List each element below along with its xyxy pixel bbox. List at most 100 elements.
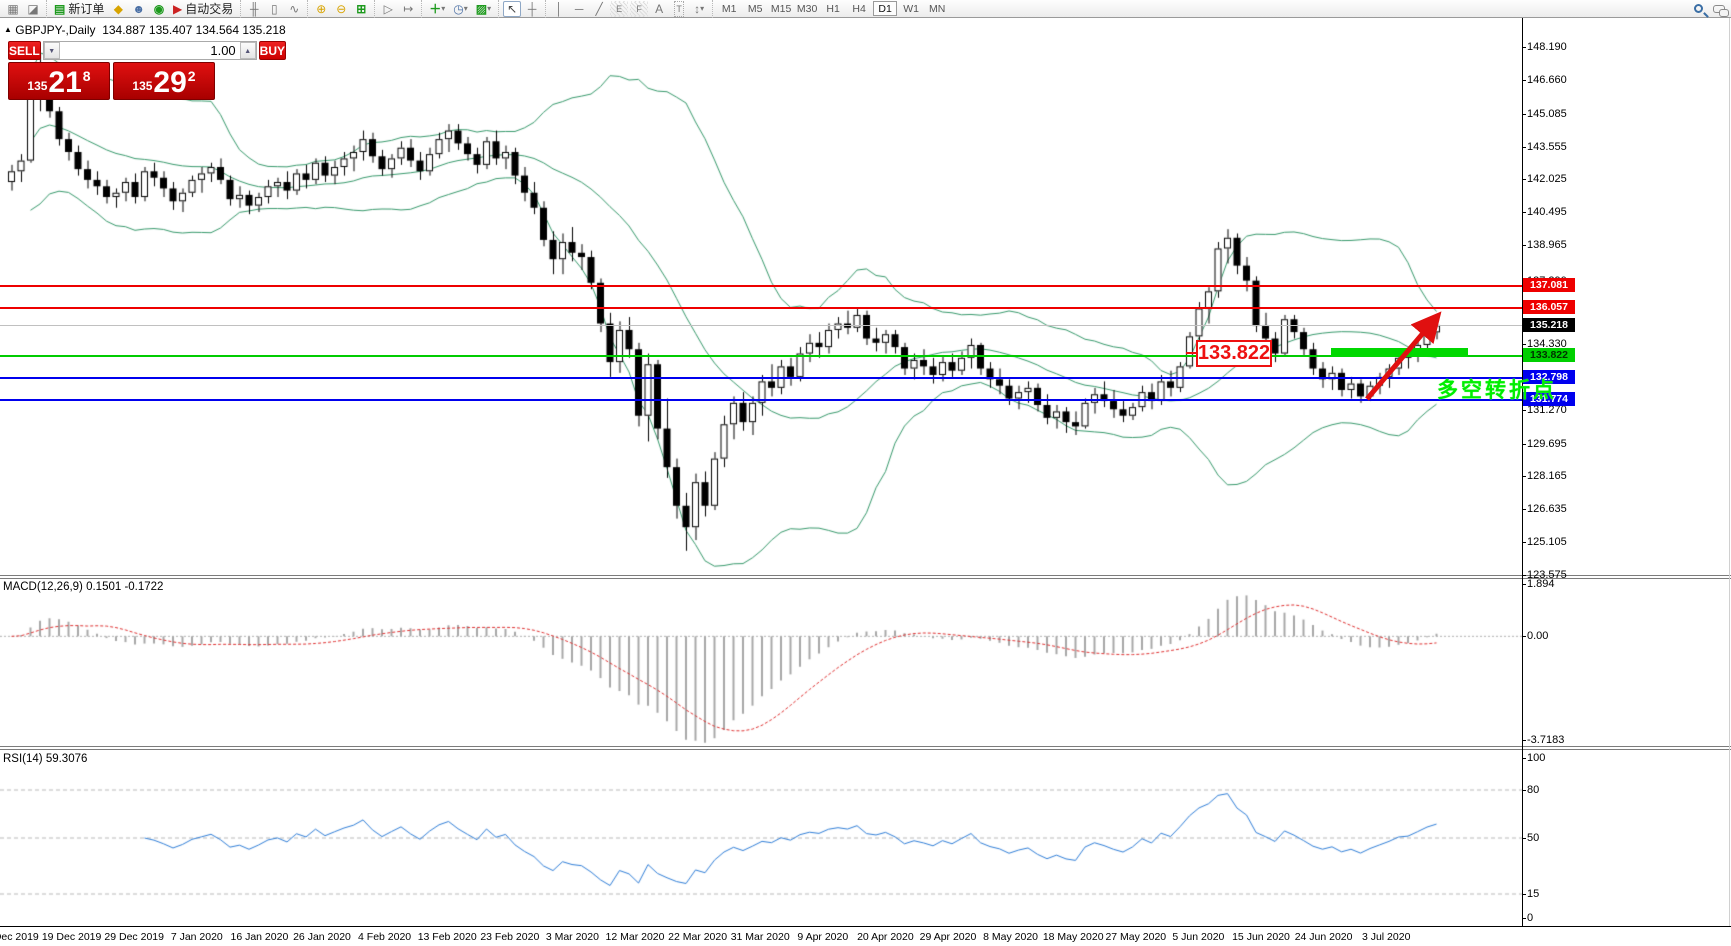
price-annotation-box[interactable]: 133.822: [1196, 340, 1272, 367]
support-zone-rectangle[interactable]: [1331, 348, 1468, 357]
date-label: 10 Dec 2019: [0, 931, 39, 943]
vertical-line-icon[interactable]: │: [555, 1, 563, 16]
equidistant-channel-icon[interactable]: E: [610, 0, 629, 17]
timeframe-d1[interactable]: D1: [873, 1, 898, 16]
tile-windows-icon[interactable]: ⊞: [356, 1, 367, 16]
indicators-icon[interactable]: ＋ ▾: [429, 1, 446, 16]
symbol-header: ▲ GBPJPY-,Daily 134.887 135.407 134.564 …: [4, 23, 286, 37]
date-label: 15 Jun 2020: [1232, 931, 1290, 943]
rsi-axis-label: 0: [1521, 912, 1534, 924]
line-chart-icon[interactable]: ∿: [289, 1, 300, 16]
volume-input[interactable]: [59, 42, 240, 59]
price-marker-label: 137.081: [1523, 278, 1575, 292]
price-tick-label: 142.025: [1522, 173, 1567, 185]
crosshair-tool-icon[interactable]: ┼: [527, 1, 537, 16]
buy-button[interactable]: BUY: [258, 41, 287, 60]
text-label-icon[interactable]: T: [670, 0, 688, 17]
price-tick-label: 128.165: [1522, 470, 1567, 482]
price-marker-label: 136.057: [1523, 300, 1575, 314]
metaeditor-icon[interactable]: ◆: [113, 1, 123, 16]
trendline-icon[interactable]: ╱: [595, 1, 603, 16]
price-tick-label: 125.105: [1522, 536, 1567, 548]
bar-chart-icon[interactable]: ╫: [249, 1, 259, 16]
periods-icon[interactable]: ◷ ▾: [453, 1, 468, 16]
fibonacci-icon[interactable]: F: [630, 0, 649, 17]
volume-up-button[interactable]: ▲: [239, 42, 256, 59]
chart-window: ▲ GBPJPY-,Daily 134.887 135.407 134.564 …: [0, 18, 1731, 946]
timeframe-m5[interactable]: M5: [747, 2, 763, 15]
date-label: 22 Mar 2020: [668, 931, 728, 943]
one-click-trading-panel: SELL ▼ ▲ BUY 135 21 8 135 29 2: [8, 41, 287, 100]
date-label: 9 Apr 2020: [797, 931, 849, 943]
sell-price-panel[interactable]: 135 21 8: [8, 62, 110, 100]
price-tick-label: 140.495: [1522, 206, 1567, 218]
timeframe-h1[interactable]: H1: [826, 2, 840, 15]
rsi-pane-canvas[interactable]: [0, 750, 1522, 926]
chat-icon[interactable]: [1713, 4, 1729, 17]
price-box-connector: [1186, 352, 1196, 354]
templates-icon[interactable]: ▨ ▾: [475, 1, 492, 16]
date-label: 13 Feb 2020: [417, 931, 477, 943]
arrows-tool-icon[interactable]: ↕ ▾: [694, 1, 705, 16]
current-price-line[interactable]: [0, 325, 1522, 326]
price-tick-label: 126.635: [1522, 503, 1567, 515]
cursor-tool-icon[interactable]: ↖: [503, 0, 522, 17]
signals-icon[interactable]: ◉: [153, 1, 165, 16]
cn-annotation-text[interactable]: 多空转折点: [1437, 379, 1557, 402]
horizontal-level-line[interactable]: [0, 399, 1522, 401]
horizontal-level-line[interactable]: [0, 355, 1522, 357]
search-icon[interactable]: [1694, 4, 1703, 13]
date-label: 12 Mar 2020: [605, 931, 665, 943]
timeframe-m30[interactable]: M30: [796, 2, 818, 15]
pane-separator[interactable]: [0, 575, 1731, 579]
candlestick-icon[interactable]: ▯: [270, 1, 278, 16]
horizontal-level-line[interactable]: [0, 377, 1522, 379]
date-label: 27 May 2020: [1105, 931, 1167, 943]
timeframe-w1[interactable]: W1: [903, 2, 920, 15]
sell-button[interactable]: SELL: [8, 41, 41, 60]
horizontal-level-line[interactable]: [0, 307, 1522, 309]
chart-shift-icon[interactable]: ↦: [403, 1, 414, 16]
horizontal-level-line[interactable]: [0, 285, 1522, 287]
price-tick-label: 145.085: [1522, 108, 1567, 120]
timeframe-bar: M1 M5 M15 M30 H1 H4 D1 W1 MN: [712, 0, 953, 18]
horizontal-line-icon[interactable]: ─: [574, 1, 584, 16]
macd-pane-canvas[interactable]: [0, 579, 1522, 746]
timeframe-m1[interactable]: M1: [721, 2, 737, 15]
rsi-axis-label: 15: [1521, 888, 1540, 900]
market-icon[interactable]: ☻: [132, 1, 145, 16]
date-label: 26 Jan 2020: [293, 931, 351, 943]
date-label: 4 Feb 2020: [358, 931, 412, 943]
macd-axis-label: 0.00: [1521, 630, 1549, 642]
price-tick-label: 138.965: [1522, 239, 1567, 251]
new-order-button[interactable]: ▤ 新订单: [54, 1, 105, 16]
profiles-icon[interactable]: ◪: [27, 1, 39, 16]
price-tick-label: 143.555: [1522, 141, 1567, 153]
date-label: 29 Apr 2020: [919, 931, 977, 943]
auto-scroll-icon[interactable]: ▷: [383, 1, 393, 16]
price-tick-label: 129.695: [1522, 438, 1567, 450]
autotrading-button[interactable]: ▶ 自动交易: [173, 1, 234, 16]
price-marker-label: 131.774: [1523, 392, 1575, 406]
date-label: 20 Apr 2020: [857, 931, 914, 943]
pane-separator[interactable]: [0, 746, 1731, 750]
buy-price-panel[interactable]: 135 29 2: [113, 62, 215, 100]
price-chart-canvas[interactable]: [0, 18, 1522, 575]
plus-doc-icon: ▤: [54, 1, 66, 16]
symbol-cursor-icon: ▲: [4, 25, 12, 34]
volume-down-button[interactable]: ▼: [43, 42, 60, 59]
zoom-in-icon[interactable]: ⊕: [316, 1, 327, 16]
date-label: 18 May 2020: [1042, 931, 1104, 943]
date-label: 19 Dec 2019: [41, 931, 102, 943]
timeframe-h4[interactable]: H4: [852, 2, 866, 15]
price-axis-line: [1522, 18, 1523, 926]
timeframe-m15[interactable]: M15: [770, 2, 792, 15]
text-tool-icon[interactable]: A: [655, 1, 664, 16]
price-tick-label: 148.190: [1522, 41, 1567, 53]
new-chart-icon[interactable]: ▦: [7, 1, 19, 16]
zoom-out-icon[interactable]: ⊖: [336, 1, 347, 16]
macd-axis-label: 1.894: [1522, 578, 1555, 590]
date-label: 8 May 2020: [983, 931, 1039, 943]
timeframe-mn[interactable]: MN: [928, 2, 946, 15]
